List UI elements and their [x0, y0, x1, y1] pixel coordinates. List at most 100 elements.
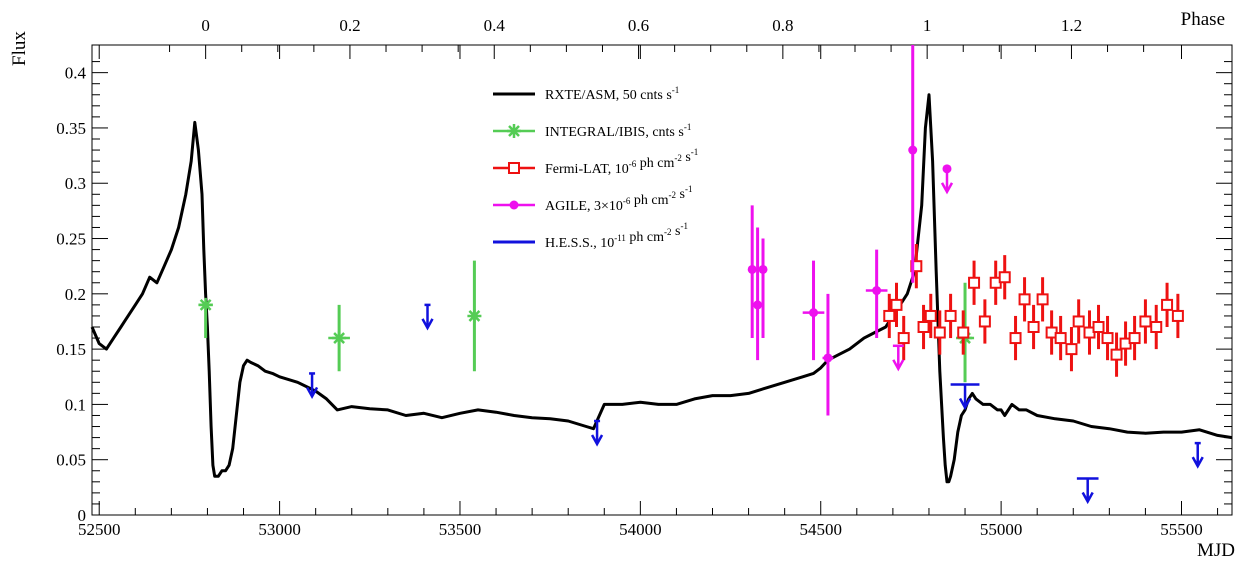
- fermi-point: [957, 326, 970, 339]
- fermi-point: [978, 315, 991, 328]
- fermi-point: [883, 309, 896, 322]
- legend-text: H.E.S.S., 10: [545, 236, 614, 251]
- phase-axis-title: Phase: [1181, 9, 1225, 30]
- legend-label: H.E.S.S., 10-11 ph cm-2 s-1: [545, 221, 688, 251]
- fermi-point: [1072, 315, 1085, 328]
- phase-tick-label: 1.2: [1061, 16, 1082, 35]
- fermi-point: [1054, 332, 1067, 345]
- fermi-point: [968, 276, 981, 289]
- phase-tick-label: 0.6: [628, 16, 649, 35]
- phase-tick-label: 0.8: [772, 16, 793, 35]
- legend-entry-0: RXTE/ASM, 50 cnts s-1: [493, 85, 679, 103]
- legend-square-marker: [508, 162, 520, 174]
- legend-entry-1: INTEGRAL/IBIS, cnts s-1: [493, 122, 691, 140]
- x-tick-label: 53500: [439, 520, 482, 539]
- fermi-point: [1110, 348, 1123, 361]
- integral-point: [467, 308, 482, 323]
- y-axis-title: Flux: [9, 31, 30, 66]
- legend-text: s: [676, 187, 685, 202]
- legend-superscript: -1: [680, 221, 688, 231]
- legend-text: ph cm: [636, 156, 674, 171]
- legend-entry-2: Fermi-LAT, 10-6 ph cm-2 s-1: [493, 147, 698, 177]
- hess-upper-limit-arrowhead: [958, 397, 972, 411]
- integral-point: [198, 297, 213, 312]
- legend-star-marker: [507, 124, 521, 138]
- legend-superscript: -1: [691, 147, 699, 157]
- legend-label: RXTE/ASM, 50 cnts s-1: [545, 85, 679, 103]
- legend-label: Fermi-LAT, 10-6 ph cm-2 s-1: [545, 147, 698, 177]
- phase-axis: 0 0.2 0.4 0.6 0.8 1 1.2: [169, 16, 1145, 59]
- legend-superscript: -1: [684, 122, 692, 132]
- series-1: [198, 260, 975, 383]
- phase-tick-label: 0: [201, 16, 210, 35]
- agile-point: [872, 286, 882, 296]
- legend-text: s: [672, 224, 681, 239]
- fermi-point: [933, 326, 946, 339]
- legend-label: AGILE, 3×10-6 ph cm-2 s-1: [545, 184, 692, 214]
- agile-point: [823, 353, 833, 363]
- hess-upper-limit-arrowhead: [1081, 491, 1094, 505]
- fermi-point: [1161, 298, 1174, 311]
- legend-text: 10: [609, 199, 623, 214]
- y-tick-label: 0.1: [65, 395, 86, 414]
- agile-upper-limit-arrowhead: [892, 359, 905, 372]
- legend-superscript: -6: [629, 159, 637, 169]
- fermi-point: [1036, 293, 1049, 306]
- legend-superscript: -1: [685, 184, 693, 194]
- hess-upper-limit-arrowhead: [421, 318, 434, 331]
- agile-point: [942, 164, 952, 174]
- legend-superscript: -2: [674, 153, 682, 163]
- agile-point: [758, 264, 768, 274]
- x-axis-title: MJD: [1197, 540, 1235, 558]
- legend-text: ph cm: [630, 193, 668, 208]
- legend-superscript: -2: [664, 227, 672, 237]
- y-tick-label: 0.15: [56, 340, 86, 359]
- legend-text: INTEGRAL/IBIS, cnts s: [545, 125, 684, 140]
- fermi-point: [1128, 332, 1141, 345]
- legend-text: RXTE/ASM, 50 cnts s: [545, 88, 672, 103]
- fermi-point: [1101, 332, 1114, 345]
- y-tick-label: 0.3: [65, 174, 86, 193]
- x-tick-label: 54000: [619, 520, 662, 539]
- fermi-point: [944, 309, 957, 322]
- legend-entry-4: H.E.S.S., 10-11 ph cm-2 s-1: [493, 221, 688, 251]
- fermi-point: [1018, 293, 1031, 306]
- hess-upper-limit-arrowhead: [590, 434, 604, 447]
- plot-frame: [91, 44, 1233, 516]
- legend-text: AGILE, 3: [545, 199, 601, 214]
- x-tick-label: 55000: [980, 520, 1023, 539]
- fermi-point: [1009, 332, 1022, 345]
- legend-superscript: -2: [669, 190, 677, 200]
- fermi-point: [924, 309, 937, 322]
- asm-light-curve: [90, 93, 1233, 484]
- agile-point: [753, 300, 763, 310]
- y-tick-label: 0.05: [56, 451, 86, 470]
- hess-upper-limit-arrowhead: [1191, 456, 1204, 469]
- series-3: [747, 45, 954, 416]
- fermi-point: [890, 298, 903, 311]
- legend-label: INTEGRAL/IBIS, cnts s-1: [545, 122, 691, 140]
- fermi-point: [1027, 321, 1040, 333]
- legend-circle-marker: [509, 200, 519, 210]
- y-tick-label: 0.4: [65, 64, 87, 83]
- legend-text: Fermi-LAT, 10: [545, 162, 629, 177]
- fermi-point: [1171, 309, 1184, 322]
- y-tick-label: 0.25: [56, 230, 86, 249]
- fermi-point: [1139, 315, 1152, 328]
- hess-upper-limit-arrowhead: [305, 386, 319, 400]
- legend-entry-3: AGILE, 3×10-6 ph cm-2 s-1: [493, 184, 692, 214]
- y-axis: 0 0.05 0.1 0.15 0.2 0.25 0.3 0.35 0.4: [56, 61, 1232, 525]
- y-tick-label: 0: [78, 506, 87, 525]
- x-tick-label: 54500: [799, 520, 842, 539]
- x-tick-label: 52500: [78, 520, 121, 539]
- fermi-point: [1092, 321, 1105, 333]
- fermi-point: [897, 332, 910, 345]
- legend-superscript: -1: [672, 85, 680, 95]
- legend-text: s: [682, 150, 691, 165]
- y-tick-label: 0.35: [56, 119, 86, 138]
- series-0: [90, 93, 1233, 484]
- fermi-point: [917, 321, 930, 333]
- phase-tick-label: 1: [923, 16, 932, 35]
